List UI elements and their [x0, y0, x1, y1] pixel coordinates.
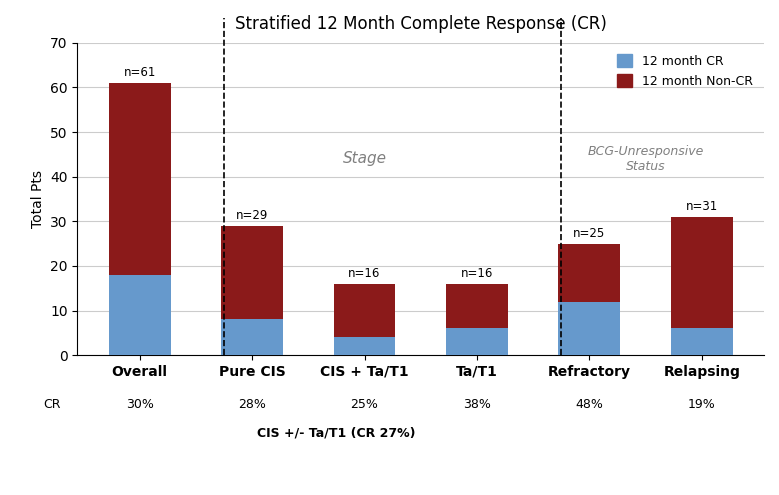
Title: Stratified 12 Month Complete Response (CR): Stratified 12 Month Complete Response (C…	[234, 15, 607, 33]
Bar	[333, 284, 396, 337]
Text: 25%: 25%	[351, 397, 379, 410]
Bar	[109, 275, 171, 355]
Text: 19%: 19%	[688, 397, 716, 410]
Bar	[671, 217, 733, 328]
Text: BCG-Unresponsive
Status: BCG-Unresponsive Status	[587, 145, 704, 173]
Text: CR: CR	[44, 397, 61, 410]
Bar	[221, 319, 283, 355]
Text: n=29: n=29	[236, 209, 268, 222]
Bar	[671, 328, 733, 355]
Text: n=61: n=61	[123, 66, 156, 80]
Text: CIS +/- Ta/T1 (CR 27%): CIS +/- Ta/T1 (CR 27%)	[257, 427, 416, 440]
Text: 30%: 30%	[125, 397, 153, 410]
Y-axis label: Total Pts: Total Pts	[30, 170, 44, 228]
Bar	[446, 328, 508, 355]
Text: 28%: 28%	[238, 397, 266, 410]
Legend: 12 month CR, 12 month Non-CR: 12 month CR, 12 month Non-CR	[612, 49, 758, 93]
Bar	[221, 226, 283, 319]
Bar	[446, 284, 508, 328]
Bar	[109, 83, 171, 275]
Text: 48%: 48%	[576, 397, 604, 410]
Bar	[559, 244, 620, 301]
Bar	[333, 337, 396, 355]
Bar	[559, 301, 620, 355]
Text: Stage: Stage	[343, 151, 386, 166]
Text: n=16: n=16	[348, 267, 381, 280]
Text: n=31: n=31	[686, 200, 718, 213]
Text: 38%: 38%	[463, 397, 491, 410]
Text: n=25: n=25	[573, 227, 605, 240]
Text: n=16: n=16	[461, 267, 493, 280]
